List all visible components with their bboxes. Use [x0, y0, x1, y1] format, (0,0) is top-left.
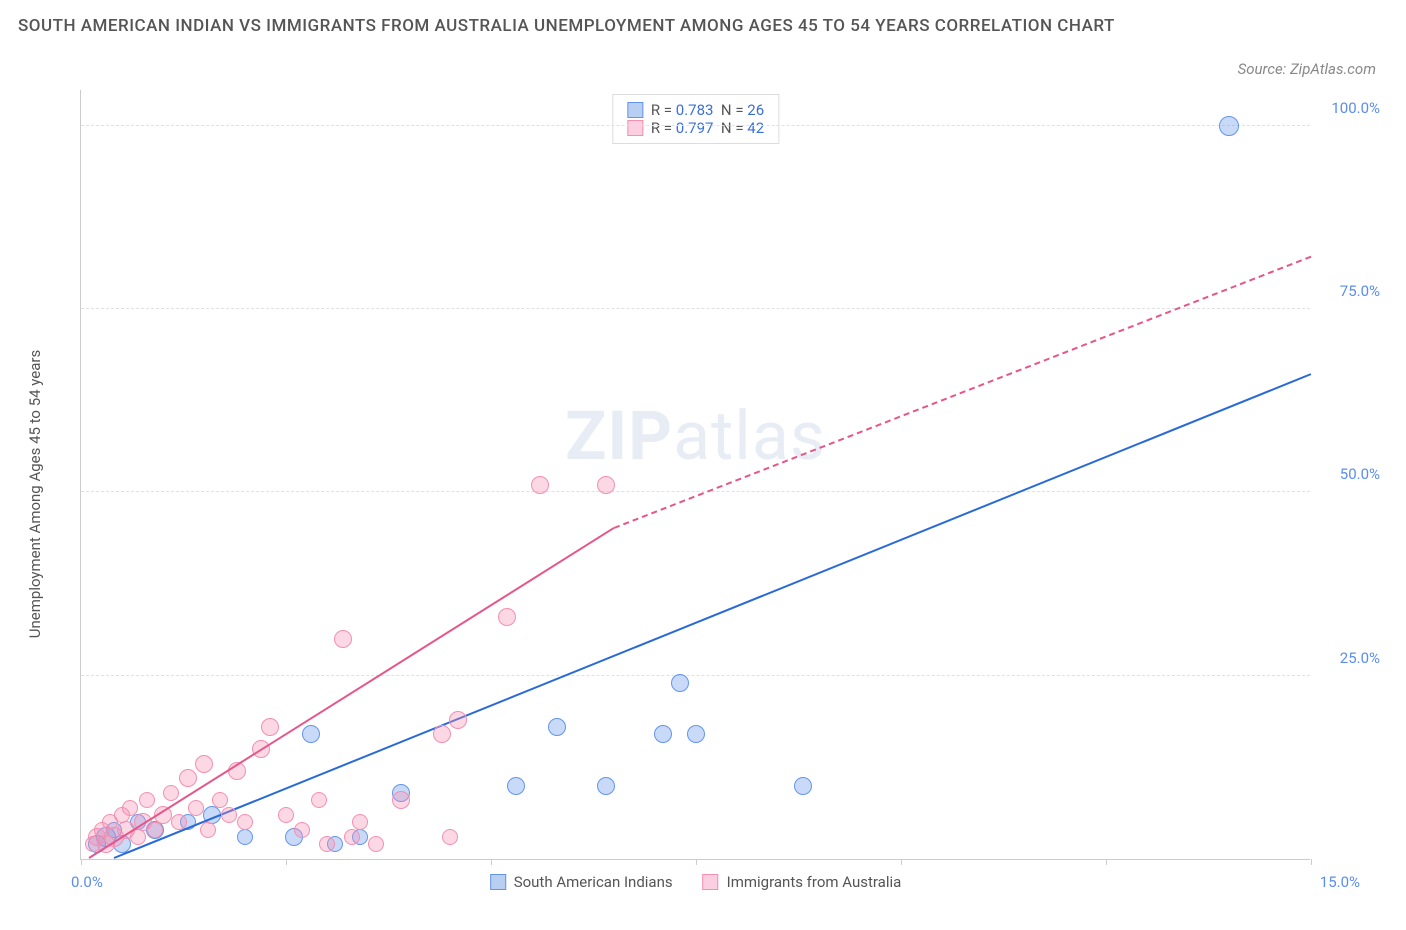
scatter-point [319, 836, 335, 852]
scatter-point [531, 476, 549, 494]
scatter-point [352, 814, 368, 830]
gridline [81, 491, 1310, 492]
y-axis-label: Unemployment Among Ages 45 to 54 years [26, 350, 44, 638]
scatter-point [368, 836, 384, 852]
scatter-point [122, 800, 138, 816]
y-tick-label: 25.0% [1340, 649, 1380, 667]
scatter-point [294, 822, 310, 838]
scatter-point [212, 792, 228, 808]
stats-row-0: R = 0.783 N = 26 [627, 101, 764, 119]
scatter-point [507, 777, 525, 795]
scatter-point [548, 718, 566, 736]
trend-line [614, 256, 1312, 529]
scatter-point [237, 829, 253, 845]
scatter-point [163, 785, 179, 801]
scatter-point [687, 725, 705, 743]
scatter-point [311, 792, 327, 808]
chart-title: SOUTH AMERICAN INDIAN VS IMMIGRANTS FROM… [18, 14, 1115, 40]
x-tick [81, 859, 82, 865]
scatter-point [188, 800, 204, 816]
scatter-point [597, 777, 615, 795]
gridline [81, 308, 1310, 309]
bottom-legend: South American Indians Immigrants from A… [490, 873, 902, 891]
scatter-point [442, 829, 458, 845]
watermark: ZIPatlas [565, 396, 826, 476]
legend-swatch-0 [490, 874, 506, 890]
scatter-point [1219, 116, 1239, 136]
x-tick [696, 859, 697, 865]
trend-line [89, 527, 615, 859]
stats-row-1: R = 0.797 N = 42 [627, 119, 764, 137]
scatter-point [392, 791, 410, 809]
scatter-point [261, 718, 279, 736]
scatter-point [794, 777, 812, 795]
scatter-point [221, 807, 237, 823]
x-tick-label: 0.0% [71, 873, 103, 891]
swatch-series-0 [627, 102, 643, 118]
swatch-series-1 [627, 120, 643, 136]
scatter-point [179, 769, 197, 787]
legend-swatch-1 [703, 874, 719, 890]
scatter-point [344, 829, 360, 845]
scatter-point [433, 725, 451, 743]
x-tick-label: 15.0% [1320, 873, 1360, 891]
y-tick-label: 75.0% [1340, 282, 1380, 300]
legend-item-1: Immigrants from Australia [703, 873, 902, 891]
scatter-point [200, 822, 216, 838]
x-tick [1311, 859, 1312, 865]
legend-item-0: South American Indians [490, 873, 673, 891]
scatter-point [449, 711, 467, 729]
scatter-point [654, 725, 672, 743]
scatter-point [597, 476, 615, 494]
x-tick [491, 859, 492, 865]
plot-region: ZIPatlas R = 0.783 N = 26 R = 0.797 N = … [80, 90, 1310, 860]
x-tick [901, 859, 902, 865]
scatter-point [334, 630, 352, 648]
gridline [81, 125, 1310, 126]
y-tick-label: 100.0% [1331, 99, 1380, 117]
chart-source: Source: ZipAtlas.com [1238, 60, 1376, 78]
scatter-point [139, 792, 155, 808]
scatter-point [147, 822, 163, 838]
stats-legend-box: R = 0.783 N = 26 R = 0.797 N = 42 [612, 94, 779, 144]
chart-area: Unemployment Among Ages 45 to 54 years Z… [60, 90, 1340, 880]
x-tick [1106, 859, 1107, 865]
scatter-point [237, 814, 253, 830]
x-tick [286, 859, 287, 865]
trend-line [113, 373, 1311, 859]
scatter-point [195, 755, 213, 773]
y-tick-label: 50.0% [1340, 465, 1380, 483]
scatter-point [278, 807, 294, 823]
gridline [81, 675, 1310, 676]
scatter-point [671, 674, 689, 692]
scatter-point [498, 608, 516, 626]
scatter-point [171, 814, 187, 830]
scatter-point [302, 725, 320, 743]
